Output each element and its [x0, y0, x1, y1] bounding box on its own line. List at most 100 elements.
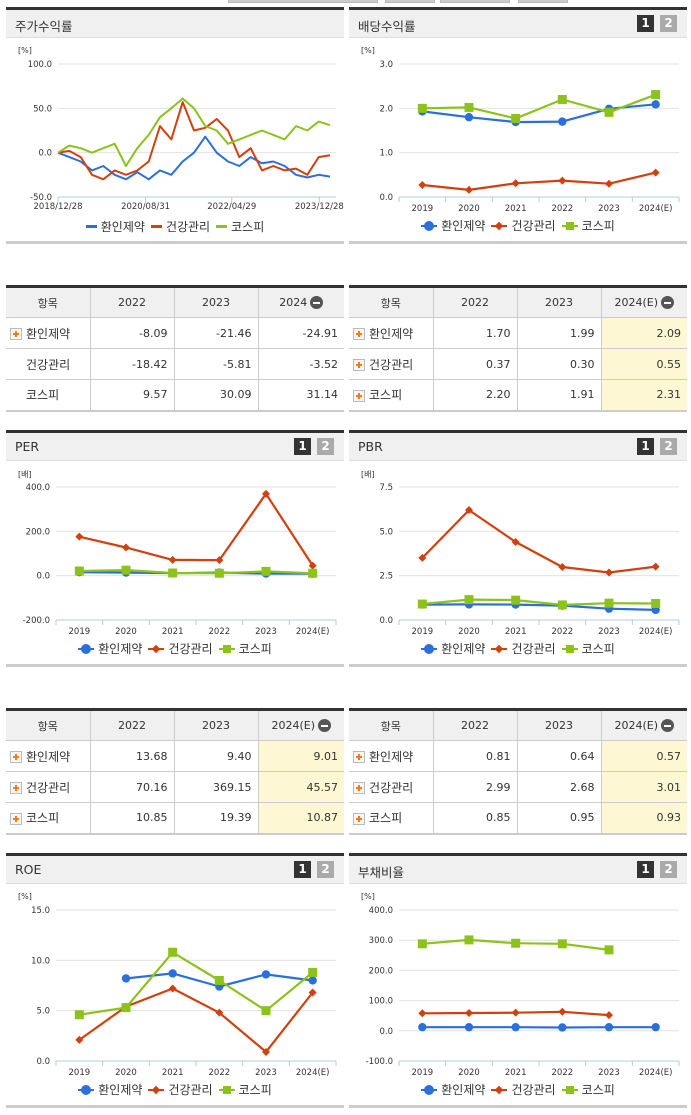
page-1-button[interactable]: 1 — [637, 861, 654, 878]
data-point[interactable] — [465, 1008, 473, 1017]
collapse-minus-icon[interactable] — [661, 719, 675, 733]
data-point[interactable] — [261, 566, 271, 576]
data-point[interactable] — [417, 939, 427, 949]
expand-plus-icon[interactable] — [10, 751, 22, 763]
data-point[interactable] — [557, 94, 567, 104]
page-2-button[interactable]: 2 — [660, 15, 677, 32]
data-point[interactable] — [121, 1003, 131, 1013]
page-2-button[interactable]: 2 — [660, 438, 677, 455]
data-point[interactable] — [605, 1011, 613, 1020]
page-1-button[interactable]: 1 — [637, 438, 654, 455]
data-point[interactable] — [464, 1022, 474, 1032]
data-point[interactable] — [417, 599, 427, 609]
data-point[interactable] — [558, 562, 567, 571]
data-point[interactable] — [168, 984, 177, 993]
data-point[interactable] — [214, 975, 224, 985]
data-point[interactable] — [511, 537, 520, 546]
data-point[interactable] — [558, 176, 567, 185]
legend-item[interactable]: 환인제약 — [421, 1081, 485, 1098]
data-point[interactable] — [651, 599, 661, 609]
legend-item[interactable]: 건강관리 — [491, 217, 556, 234]
data-point[interactable] — [651, 90, 661, 100]
data-point[interactable] — [215, 556, 224, 565]
data-point[interactable] — [75, 532, 84, 541]
data-point[interactable] — [558, 1007, 567, 1016]
data-point[interactable] — [558, 1023, 567, 1032]
expand-plus-icon[interactable] — [10, 328, 22, 340]
top-tab[interactable] — [228, 0, 378, 3]
data-point[interactable] — [557, 939, 567, 949]
data-point[interactable] — [511, 1022, 520, 1032]
data-point[interactable] — [74, 1010, 84, 1020]
data-point[interactable] — [464, 935, 474, 945]
data-point[interactable] — [557, 600, 567, 610]
expand-plus-icon[interactable] — [10, 782, 22, 794]
data-point[interactable] — [651, 562, 660, 571]
data-point[interactable] — [308, 967, 318, 977]
page-2-button[interactable]: 2 — [660, 861, 677, 878]
data-point[interactable] — [168, 555, 177, 564]
data-point[interactable] — [168, 969, 177, 978]
legend-item[interactable]: 건강관리 — [491, 640, 556, 657]
legend-item[interactable]: 코스피 — [216, 218, 264, 235]
legend-item[interactable]: 건강관리 — [491, 1081, 556, 1098]
data-point[interactable] — [418, 553, 427, 562]
legend-item[interactable]: 환인제약 — [421, 217, 485, 234]
expand-plus-icon[interactable] — [353, 751, 365, 763]
legend-item[interactable]: 코스피 — [561, 640, 615, 657]
data-point[interactable] — [604, 107, 614, 117]
data-point[interactable] — [262, 1047, 270, 1056]
data-point[interactable] — [605, 568, 613, 577]
data-point[interactable] — [168, 947, 178, 957]
data-point[interactable] — [511, 114, 521, 124]
legend-item[interactable]: 건강관리 — [148, 640, 213, 657]
data-point[interactable] — [651, 100, 660, 109]
data-point[interactable] — [651, 168, 660, 177]
legend-item[interactable]: 환인제약 — [78, 1081, 142, 1098]
data-point[interactable] — [651, 1022, 660, 1032]
data-point[interactable] — [417, 103, 427, 113]
data-point[interactable] — [465, 185, 473, 194]
data-point[interactable] — [604, 1022, 614, 1032]
legend-item[interactable]: 코스피 — [218, 1081, 272, 1098]
expand-plus-icon[interactable] — [353, 359, 365, 371]
collapse-minus-icon[interactable] — [318, 719, 332, 733]
top-tab[interactable] — [385, 0, 435, 3]
page-2-button[interactable]: 2 — [317, 438, 334, 455]
data-point[interactable] — [308, 988, 317, 997]
data-point[interactable] — [215, 1008, 224, 1017]
expand-plus-icon[interactable] — [353, 389, 365, 402]
top-tab[interactable] — [518, 0, 568, 3]
expand-plus-icon[interactable] — [353, 812, 365, 825]
data-point[interactable] — [261, 1006, 271, 1016]
page-1-button[interactable]: 1 — [294, 861, 311, 878]
top-tab[interactable] — [440, 0, 510, 3]
data-point[interactable] — [558, 117, 567, 126]
page-1-button[interactable]: 1 — [294, 438, 311, 455]
collapse-minus-icon[interactable] — [661, 296, 675, 310]
data-point[interactable] — [308, 561, 317, 570]
data-point[interactable] — [511, 595, 521, 605]
data-point[interactable] — [121, 565, 131, 575]
collapse-minus-icon[interactable] — [310, 296, 324, 310]
data-point[interactable] — [604, 945, 614, 955]
data-point[interactable] — [418, 181, 427, 190]
legend-item[interactable]: 코스피 — [561, 217, 615, 234]
data-point[interactable] — [418, 1022, 427, 1032]
data-point[interactable] — [464, 595, 474, 605]
page-2-button[interactable]: 2 — [317, 861, 334, 878]
expand-plus-icon[interactable] — [10, 812, 22, 825]
data-point[interactable] — [262, 489, 270, 498]
expand-plus-icon[interactable] — [353, 782, 365, 794]
data-point[interactable] — [122, 543, 130, 552]
expand-plus-icon[interactable] — [353, 328, 365, 340]
data-point[interactable] — [308, 976, 317, 985]
data-point[interactable] — [464, 113, 474, 122]
data-point[interactable] — [418, 1009, 427, 1018]
legend-item[interactable]: 환인제약 — [85, 218, 145, 235]
data-point[interactable] — [511, 179, 520, 188]
legend-item[interactable]: 환인제약 — [421, 640, 485, 657]
data-point[interactable] — [605, 179, 613, 188]
legend-item[interactable]: 건강관리 — [148, 1081, 213, 1098]
legend-item[interactable]: 건강관리 — [150, 218, 210, 235]
